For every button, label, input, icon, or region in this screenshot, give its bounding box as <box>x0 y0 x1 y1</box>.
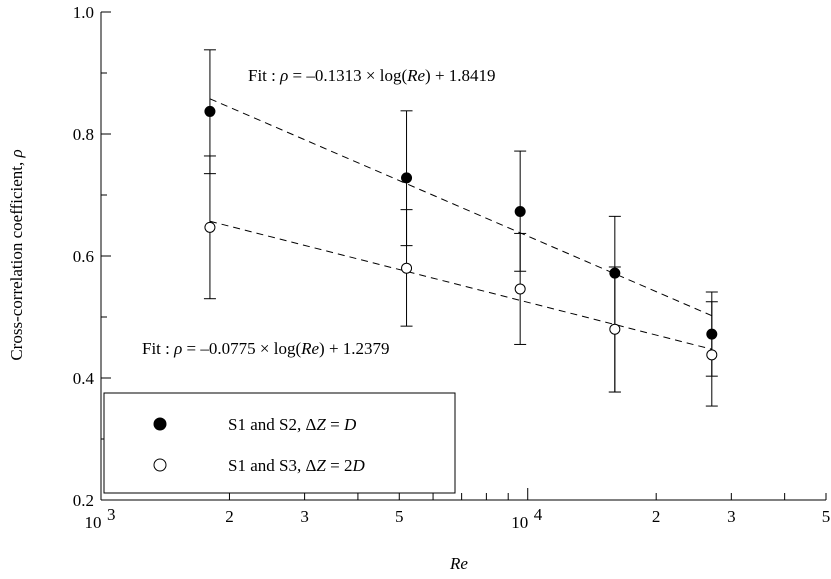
point-s13 <box>609 323 621 335</box>
x-tick-label: 3 <box>727 507 736 526</box>
x-tick-label: 5 <box>395 507 404 526</box>
point-s12 <box>204 105 216 117</box>
legend: S1 and S2, ΔZ = D S1 and S3, ΔZ = 2D <box>103 392 456 494</box>
legend-marker-s13 <box>153 458 167 472</box>
x-tick-label: 3 <box>300 507 309 526</box>
x-tick-label-exponent: 3 <box>107 505 116 524</box>
y-tick-label: 0.2 <box>73 491 94 510</box>
point-s12 <box>401 172 413 184</box>
x-tick-label: 10 <box>511 513 528 532</box>
fit-label-s13: Fit : ρ = –0.0775 × log(Re) + 1.2379 <box>142 339 390 358</box>
point-s12 <box>609 267 621 279</box>
x-tick-label: 10 <box>85 513 102 532</box>
point-s13 <box>514 283 526 295</box>
legend-marker-s12 <box>153 417 167 431</box>
data-points <box>204 105 718 361</box>
y-tick-label: 0.4 <box>73 369 95 388</box>
legend-label-s13: S1 and S3, ΔZ = 2D <box>228 456 365 475</box>
fit-line-2 <box>209 220 712 350</box>
point-s13 <box>706 349 718 361</box>
x-tick-label: 2 <box>225 507 234 526</box>
y-tick-label: 0.6 <box>73 247 94 266</box>
point-s12 <box>514 205 526 217</box>
fit-label-s12: Fit : ρ = –0.1313 × log(Re) + 1.8419 <box>248 66 496 85</box>
y-tick-label: 0.8 <box>73 125 94 144</box>
point-s13 <box>401 262 413 274</box>
point-s13 <box>204 221 216 233</box>
fit-line-1 <box>209 98 713 317</box>
legend-label-s12: S1 and S2, ΔZ = D <box>228 415 357 434</box>
axes: 0.2 0.4 0.6 0.8 1.0 2 3 5 2 3 5 10 3 10 4 <box>73 3 831 532</box>
legend-box <box>103 392 456 494</box>
y-tick-label: 1.0 <box>73 3 94 22</box>
x-tick-label: 2 <box>652 507 661 526</box>
x-axis-title: Re <box>449 554 468 573</box>
x-tick-label-exponent: 4 <box>534 505 543 524</box>
point-s12 <box>706 328 718 340</box>
x-tick-label: 5 <box>822 507 831 526</box>
y-axis-title: Cross-correlation coefficient, ρ <box>7 149 26 360</box>
fit-lines <box>209 98 713 350</box>
